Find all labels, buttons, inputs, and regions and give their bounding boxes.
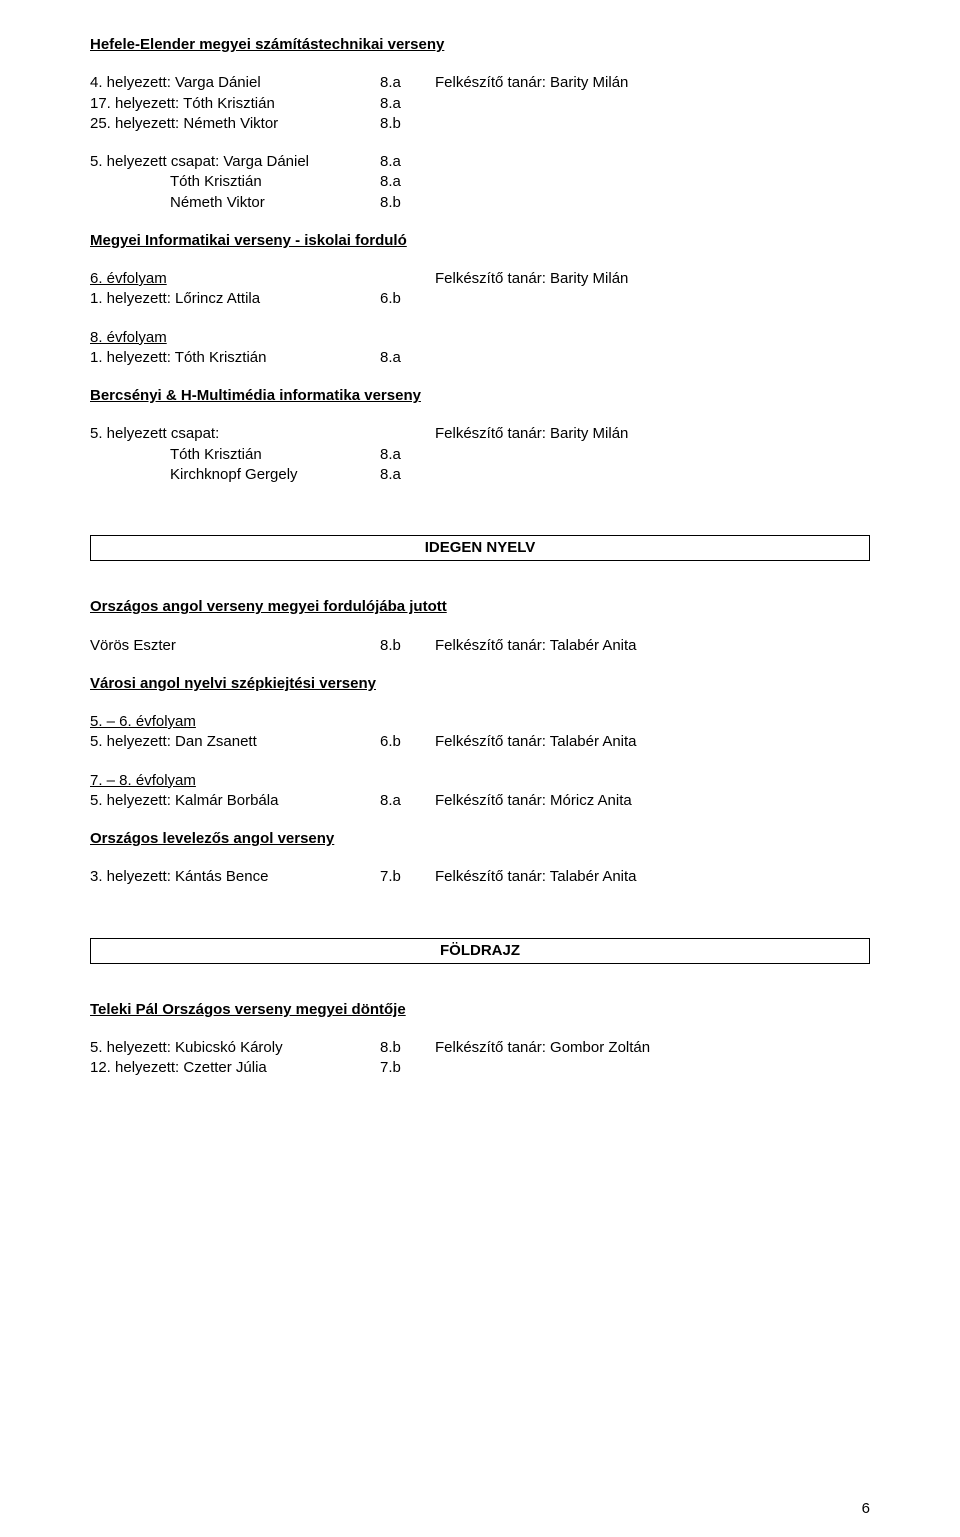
placement-label: Vörös Eszter: [90, 636, 380, 656]
grade-heading: 6. évfolyam: [90, 269, 380, 289]
result-row: 25. helyezett: Németh Viktor 8.b: [90, 114, 870, 134]
result-row: 5. helyezett csapat: Felkészítő tanár: B…: [90, 424, 870, 444]
team-member: Kirchknopf Gergely: [90, 465, 380, 485]
team-member: Tóth Krisztián: [90, 445, 380, 465]
team-member: Németh Viktor: [90, 193, 380, 213]
page-number: 6: [862, 1499, 870, 1519]
placement-label: 1. helyezett: Tóth Krisztián: [90, 348, 380, 368]
result-row: 3. helyezett: Kántás Bence 7.b Felkészít…: [90, 867, 870, 887]
class-col: 8.b: [380, 636, 435, 656]
class-col: 8.b: [380, 114, 435, 134]
class-col: 8.b: [380, 1038, 435, 1058]
class-col: 8.a: [380, 465, 435, 485]
result-row: 1. helyezett: Lőrincz Attila 6.b: [90, 289, 870, 309]
heading-hefele: Hefele-Elender megyei számítástechnikai …: [90, 35, 870, 55]
heading-varosi-angol: Városi angol nyelvi szépkiejtési verseny: [90, 674, 870, 694]
teacher-note: Felkészítő tanár: Talabér Anita: [435, 636, 870, 656]
class-col: 7.b: [380, 867, 435, 887]
teacher-note: Felkészítő tanár: Barity Milán: [435, 424, 870, 444]
heading-teleki: Teleki Pál Országos verseny megyei döntő…: [90, 1000, 870, 1020]
class-col: 8.b: [380, 193, 435, 213]
result-row: 1. helyezett: Tóth Krisztián 8.a: [90, 348, 870, 368]
section-box-foldrajz: FÖLDRAJZ: [90, 938, 870, 964]
class-col: 8.a: [380, 791, 435, 811]
class-col: 8.a: [380, 348, 435, 368]
heading-bercsenyi: Bercsényi & H-Multimédia informatika ver…: [90, 386, 870, 406]
section-box-idegen-nyelv: IDEGEN NYELV: [90, 535, 870, 561]
result-row: 5. helyezett: Kalmár Borbála 8.a Felkész…: [90, 791, 870, 811]
grade-heading: 5. – 6. évfolyam: [90, 712, 870, 732]
class-col: 6.b: [380, 289, 435, 309]
placement-label: 5. helyezett: Kubicskó Károly: [90, 1038, 380, 1058]
teacher-note: Felkészítő tanár: Barity Milán: [435, 73, 870, 93]
class-col: 8.a: [380, 94, 435, 114]
heading-orszagos-angol: Országos angol verseny megyei fordulójáb…: [90, 597, 870, 617]
teacher-note: Felkészítő tanár: Talabér Anita: [435, 732, 870, 752]
placement-label: 5. helyezett csapat:: [90, 424, 380, 444]
placement-label: 12. helyezett: Czetter Júlia: [90, 1058, 380, 1078]
result-row: 5. helyezett csapat: Varga Dániel 8.a: [90, 152, 870, 172]
result-row: Tóth Krisztián 8.a: [90, 445, 870, 465]
result-row: 5. helyezett: Dan Zsanett 6.b Felkészítő…: [90, 732, 870, 752]
class-col: 7.b: [380, 1058, 435, 1078]
result-row: Kirchknopf Gergely 8.a: [90, 465, 870, 485]
result-row: Tóth Krisztián 8.a: [90, 172, 870, 192]
heading-levelezos: Országos levelezős angol verseny: [90, 829, 870, 849]
placement-label: 4. helyezett: Varga Dániel: [90, 73, 380, 93]
result-row: 17. helyezett: Tóth Krisztián 8.a: [90, 94, 870, 114]
document-page: Hefele-Elender megyei számítástechnikai …: [0, 0, 960, 1537]
class-col: 8.a: [380, 73, 435, 93]
teacher-note: Felkészítő tanár: Gombor Zoltán: [435, 1038, 870, 1058]
teacher-note: Felkészítő tanár: Móricz Anita: [435, 791, 870, 811]
result-row: Németh Viktor 8.b: [90, 193, 870, 213]
placement-label: 5. helyezett: Kalmár Borbála: [90, 791, 380, 811]
placement-label: 1. helyezett: Lőrincz Attila: [90, 289, 380, 309]
result-row: 5. helyezett: Kubicskó Károly 8.b Felkés…: [90, 1038, 870, 1058]
result-row: Vörös Eszter 8.b Felkészítő tanár: Talab…: [90, 636, 870, 656]
class-col: 8.a: [380, 172, 435, 192]
class-col: 8.a: [380, 445, 435, 465]
placement-label: 3. helyezett: Kántás Bence: [90, 867, 380, 887]
team-member: Tóth Krisztián: [90, 172, 380, 192]
teacher-note: Felkészítő tanár: Barity Milán: [435, 269, 870, 289]
result-row: 12. helyezett: Czetter Júlia 7.b: [90, 1058, 870, 1078]
grade-heading: 7. – 8. évfolyam: [90, 771, 870, 791]
grade-heading-row: 6. évfolyam Felkészítő tanár: Barity Mil…: [90, 269, 870, 289]
class-col: 8.a: [380, 152, 435, 172]
heading-megyei: Megyei Informatikai verseny - iskolai fo…: [90, 231, 870, 251]
placement-label: 5. helyezett csapat: Varga Dániel: [90, 152, 380, 172]
placement-label: 17. helyezett: Tóth Krisztián: [90, 94, 380, 114]
class-col: 6.b: [380, 732, 435, 752]
placement-label: 25. helyezett: Németh Viktor: [90, 114, 380, 134]
result-row: 4. helyezett: Varga Dániel 8.a Felkészít…: [90, 73, 870, 93]
placement-label: 5. helyezett: Dan Zsanett: [90, 732, 380, 752]
grade-heading: 8. évfolyam: [90, 328, 870, 348]
teacher-note: Felkészítő tanár: Talabér Anita: [435, 867, 870, 887]
